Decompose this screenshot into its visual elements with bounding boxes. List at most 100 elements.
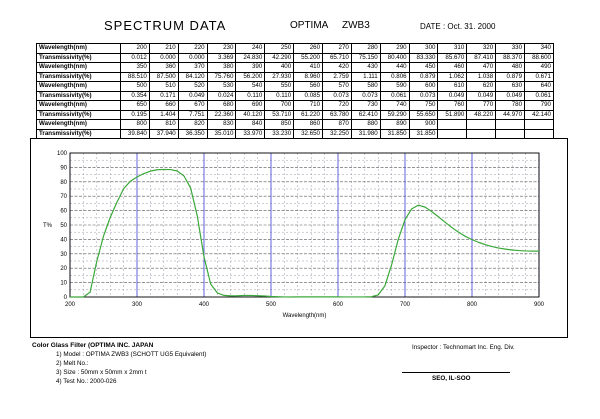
- table-cell: 61.220: [293, 109, 324, 120]
- table-cell: 8.960: [293, 71, 324, 82]
- table-cell: 420: [322, 62, 352, 73]
- table-cell: 75.760: [206, 71, 237, 82]
- table-cell: 88.600: [524, 52, 554, 63]
- table-cell: 340: [524, 43, 554, 54]
- table-cell: 210: [148, 43, 179, 54]
- signature-line: [402, 372, 510, 373]
- y-tick-label: 20: [60, 266, 67, 272]
- table-cell: 260: [293, 43, 324, 54]
- row-label: Transmissivity(%): [36, 52, 121, 63]
- table-cell: 0.061: [524, 90, 554, 101]
- table-cell: 710: [293, 100, 324, 111]
- table-cell: 510: [148, 81, 179, 92]
- table-cell: 220: [177, 43, 208, 54]
- melt-line: 2) Melt No.:: [56, 360, 89, 367]
- table-cell: 800: [120, 119, 150, 130]
- table-cell: [495, 119, 526, 130]
- table-cell: 280: [350, 43, 381, 54]
- x-tick-label: 500: [266, 302, 277, 308]
- inspector-text: Inspector : Technomart Inc. Eng. Div.: [412, 344, 515, 351]
- table-cell: 0.879: [495, 71, 526, 82]
- table-cell: 580: [350, 81, 381, 92]
- table-cell: 880: [350, 119, 381, 130]
- table-row: Wavelength(nm) 650 660 670 680 690 700 710 720 73…: [36, 100, 554, 111]
- y-tick-label: 10: [60, 281, 67, 287]
- product-name: OPTIMA: [290, 20, 329, 31]
- table-cell: 2.759: [322, 71, 352, 82]
- table-cell: 0.061: [379, 90, 410, 101]
- y-tick-label: 60: [60, 209, 67, 215]
- report-header: SPECTRUM DATA OPTIMA ZWB3 DATE : Oct. 31…: [0, 0, 600, 36]
- table-row: Wavelength(nm) 350 360 370 380 390 400 410 420 43…: [36, 62, 554, 73]
- row-label: Wavelength(nm): [36, 100, 121, 111]
- table-cell: 55.650: [408, 109, 439, 120]
- table-cell: 720: [322, 100, 352, 111]
- table-row: Wavelength(nm) 200 210 220 230 240 250 260 270 28…: [36, 43, 554, 54]
- table-cell: 7.751: [177, 109, 208, 120]
- table-cell: 850: [264, 119, 295, 130]
- table-cell: 0.049: [466, 90, 497, 101]
- table-cell: 200: [120, 43, 150, 54]
- table-cell: 270: [322, 43, 352, 54]
- table-cell: 84.120: [177, 71, 208, 82]
- report-footer: Color Glass Filter (OPTIMA INC. JAPAN 1)…: [0, 340, 600, 419]
- table-cell: 430: [350, 62, 381, 73]
- table-cell: 1.062: [437, 71, 468, 82]
- model-line: 1) Model : OPTIMA ZWB3 (SCHOTT UG5 Equiv…: [56, 351, 207, 358]
- table-cell: 320: [466, 43, 497, 54]
- report-date: DATE : Oct. 31. 2000: [420, 22, 496, 31]
- y-tick-label: 80: [60, 180, 67, 186]
- table-cell: 83.330: [408, 52, 439, 63]
- filter-title: Color Glass Filter (OPTIMA INC. JAPAN: [32, 342, 154, 349]
- table-cell: 48.220: [466, 109, 497, 120]
- size-line: 3) Size : 50mm x 50mm x 2mm t: [56, 369, 147, 376]
- table-cell: 520: [177, 81, 208, 92]
- table-cell: 0.049: [495, 90, 526, 101]
- table-cell: 360: [148, 62, 179, 73]
- table-cell: 410: [293, 62, 324, 73]
- row-label: Transmissivity(%): [36, 109, 121, 120]
- table-cell: 480: [495, 62, 526, 73]
- table-cell: 860: [293, 119, 324, 130]
- report-title: SPECTRUM DATA: [104, 18, 227, 33]
- y-tick-label: 30: [60, 252, 67, 258]
- table-cell: 490: [524, 62, 554, 73]
- x-tick-label: 200: [65, 302, 76, 308]
- table-cell: 680: [206, 100, 237, 111]
- table-cell: 780: [495, 100, 526, 111]
- table-row: Transmissivity(%) 0.195 1.404 7.751 22.360 40…: [36, 109, 554, 120]
- row-label: Wavelength(nm): [36, 119, 121, 130]
- table-cell: 62.410: [350, 109, 381, 120]
- table-cell: 290: [379, 43, 410, 54]
- table-cell: 600: [408, 81, 439, 92]
- table-cell: 87.500: [148, 71, 179, 82]
- table-cell: 390: [235, 62, 266, 73]
- table-cell: 790: [524, 100, 554, 111]
- table-cell: 830: [206, 119, 237, 130]
- row-label: Wavelength(nm): [36, 62, 121, 73]
- table-cell: 55.200: [293, 52, 324, 63]
- table-cell: 630: [495, 81, 526, 92]
- table-cell: 460: [437, 62, 468, 73]
- table-cell: 380: [206, 62, 237, 73]
- table-cell: 900: [408, 119, 439, 130]
- y-tick-label: 100: [57, 151, 68, 157]
- table-cell: 0.110: [264, 90, 295, 101]
- table-cell: 230: [206, 43, 237, 54]
- row-label: Wavelength(nm): [36, 43, 121, 54]
- y-tick-label: 40: [60, 237, 67, 243]
- y-tick-label: 0: [64, 295, 68, 301]
- x-tick-label: 400: [199, 302, 210, 308]
- table-cell: 53.710: [264, 109, 295, 120]
- table-cell: 400: [264, 62, 295, 73]
- table-cell: 80.400: [379, 52, 410, 63]
- table-row: Wavelength(nm) 500 510 520 530 540 550 560 570 58…: [36, 81, 554, 92]
- table-cell: [466, 119, 497, 130]
- table-cell: 56.200: [235, 71, 266, 82]
- table-cell: 1.111: [350, 71, 381, 82]
- table-cell: 0.171: [148, 90, 179, 101]
- row-label: Wavelength(nm): [36, 81, 121, 92]
- table-cell: 63.780: [322, 109, 352, 120]
- table-cell: 0.012: [120, 52, 150, 63]
- table-row: Transmissivity(%) 0.354 0.171 0.049 0.024 0.1…: [36, 90, 554, 101]
